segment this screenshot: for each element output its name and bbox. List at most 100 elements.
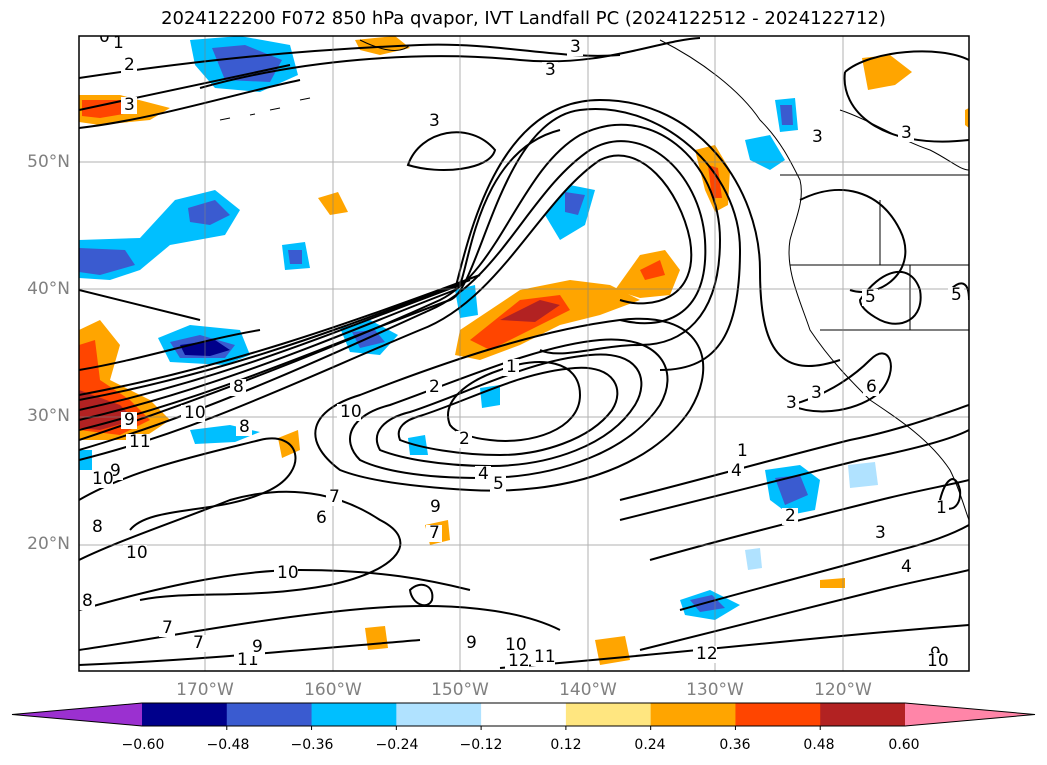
contour-label: 0 bbox=[99, 27, 110, 47]
contour-label-bg bbox=[502, 637, 526, 654]
contour-label: 10 bbox=[505, 635, 527, 655]
contour-label: 8 bbox=[239, 417, 250, 437]
contour-label-bg bbox=[236, 419, 252, 436]
contour-label-bg bbox=[505, 653, 529, 670]
contour-labels: 0123333333810911891010876797108710119910… bbox=[79, 27, 964, 671]
contour-label-bg bbox=[542, 62, 558, 79]
contour-label-bg bbox=[190, 635, 206, 652]
colorbar-segment bbox=[820, 703, 906, 726]
colorbar-tick-label: −0.24 bbox=[375, 737, 419, 753]
lon-label-150w: 150°W bbox=[431, 680, 489, 700]
contour-label: 10 bbox=[340, 402, 362, 422]
contour-label-bg bbox=[933, 500, 949, 517]
contour-label: 2 bbox=[459, 429, 470, 449]
contour-label-bg bbox=[123, 545, 147, 562]
colorbar-segment bbox=[226, 703, 313, 726]
colorbar-segment bbox=[565, 703, 652, 726]
lat-label-40n: 40°N bbox=[27, 279, 70, 299]
chart-title: 2024122200 F072 850 hPa qvapor, IVT Land… bbox=[161, 8, 886, 29]
coastlines bbox=[219, 39, 969, 521]
contour-label: 6 bbox=[866, 377, 877, 397]
contour-label-bg bbox=[728, 463, 744, 480]
colorbar-tick-label: 0.60 bbox=[888, 737, 920, 753]
contour-label: 9 bbox=[252, 637, 263, 657]
contour-label-bg bbox=[872, 525, 888, 542]
contour-label: 7 bbox=[329, 487, 340, 507]
contour-label-bg bbox=[809, 129, 825, 146]
contour-label: 1 bbox=[113, 33, 124, 53]
contour-label-bg bbox=[531, 649, 555, 666]
ivt-contours bbox=[79, 37, 969, 669]
colorbar-segment bbox=[650, 703, 736, 726]
contour-label: 10 bbox=[92, 469, 114, 489]
contour-label-bg bbox=[475, 466, 491, 483]
contour-label: 6 bbox=[316, 508, 327, 528]
contour-label-bg bbox=[924, 653, 948, 670]
contour-label-bg bbox=[456, 431, 472, 448]
contour-label-bg bbox=[249, 639, 265, 656]
colorbar-segment bbox=[735, 703, 821, 726]
contour-label: 10 bbox=[277, 563, 299, 583]
contour-label-bg bbox=[89, 519, 105, 536]
contour-label: 3 bbox=[570, 37, 581, 57]
contour-label: 10 bbox=[184, 403, 206, 423]
contour-label: 3 bbox=[124, 95, 135, 115]
contour-label: 3 bbox=[875, 523, 886, 543]
colorbar-tick-label: 0.12 bbox=[550, 737, 582, 753]
contour-label-bg bbox=[948, 287, 964, 304]
colorbar bbox=[11, 702, 1036, 730]
colorbar-tick-label: 0.36 bbox=[719, 737, 751, 753]
colorbar-tick-label: −0.12 bbox=[459, 737, 503, 753]
contour-label-bg bbox=[110, 36, 126, 52]
lat-label-20n: 20°N bbox=[27, 534, 70, 554]
contour-label-bg bbox=[79, 593, 95, 610]
colorbar-tick-label: 0.48 bbox=[803, 737, 835, 753]
contour-label: 3 bbox=[429, 111, 440, 131]
contour-label: 9 bbox=[466, 633, 477, 653]
contour-label: 3 bbox=[811, 383, 822, 403]
contour-label: 1 bbox=[737, 441, 748, 461]
contour-label-bg bbox=[96, 36, 112, 46]
colorbar-outline bbox=[11, 702, 1036, 727]
contour-label: 8 bbox=[82, 591, 93, 611]
lat-label-30n: 30°N bbox=[27, 406, 70, 426]
contour-label: 10 bbox=[927, 651, 949, 671]
colorbar-tick-label: −0.48 bbox=[206, 737, 250, 753]
colorbar-tick-label: 0.24 bbox=[634, 737, 666, 753]
contour-label: 8 bbox=[233, 377, 244, 397]
contour-label-bg bbox=[782, 508, 798, 525]
contour-label-bg bbox=[567, 39, 583, 56]
lat-label-50n: 50°N bbox=[27, 152, 70, 172]
contour-label-bg bbox=[426, 525, 442, 542]
colorbar-extend-low bbox=[12, 703, 142, 726]
contour-label: 12 bbox=[508, 651, 530, 671]
lon-label-160w: 160°W bbox=[304, 680, 362, 700]
contour-label: 3 bbox=[786, 393, 797, 413]
contour-label: 3 bbox=[812, 127, 823, 147]
contour-label-bg bbox=[463, 635, 479, 652]
colorbar-segment bbox=[142, 703, 228, 726]
contour-label: 3 bbox=[901, 123, 912, 143]
contour-label-bg bbox=[503, 359, 519, 376]
contour-label: 11 bbox=[534, 647, 556, 667]
contour-label: 2 bbox=[785, 506, 796, 526]
contour-label-bg bbox=[693, 646, 717, 663]
colorbar-segment bbox=[481, 703, 567, 726]
contour-label: 1 bbox=[936, 498, 947, 518]
contour-label-bg bbox=[121, 57, 137, 74]
contour-label-bg bbox=[274, 565, 298, 582]
contour-label: 11 bbox=[129, 432, 151, 452]
contour-label-bg bbox=[121, 412, 137, 429]
contour-label: 9 bbox=[124, 410, 135, 430]
contour-label-bg bbox=[862, 289, 878, 306]
lon-label-130w: 130°W bbox=[686, 680, 744, 700]
colorbar-extend-high bbox=[905, 703, 1035, 726]
contour-label-bg bbox=[126, 434, 150, 451]
contour-label-bg bbox=[313, 510, 329, 527]
contour-label-bg bbox=[337, 404, 361, 421]
contour-label-bg bbox=[426, 113, 442, 130]
contour-label-bg bbox=[89, 471, 113, 488]
contour-label-bg bbox=[326, 489, 342, 506]
contour-label: 7 bbox=[429, 523, 440, 543]
